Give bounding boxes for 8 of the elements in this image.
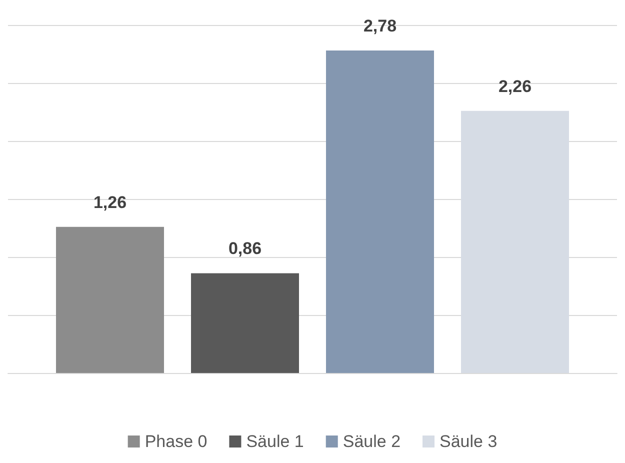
data-label: 1,26 [93, 192, 127, 212]
legend-label: Säule 2 [342, 432, 401, 451]
legend-label: Säule 3 [440, 432, 498, 451]
legend-label: Säule 1 [246, 432, 304, 451]
data-label: 2,26 [498, 76, 532, 96]
legend-label: Phase 0 [144, 432, 208, 451]
data-label: 0,86 [228, 239, 262, 258]
data-label: 2,78 [363, 16, 397, 36]
